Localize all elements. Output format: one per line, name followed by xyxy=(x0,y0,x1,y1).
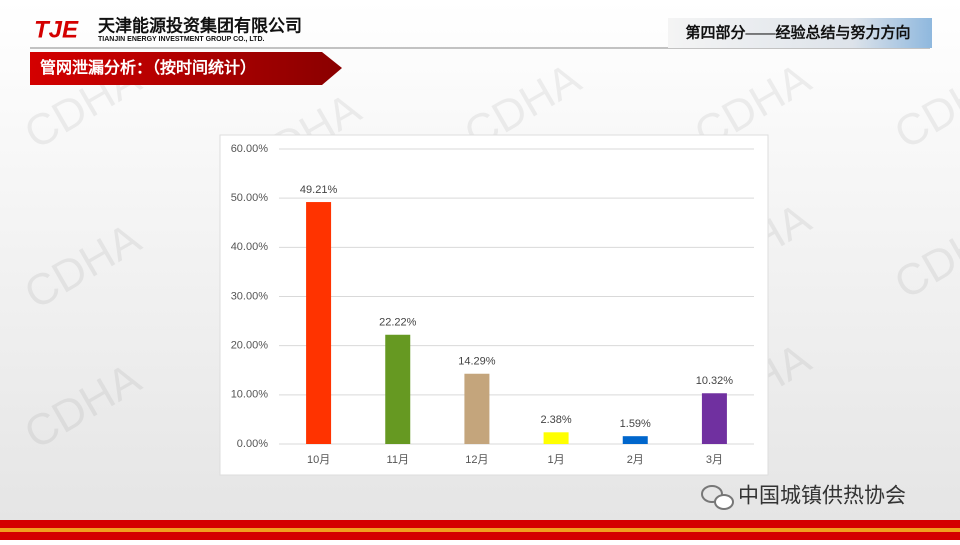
banner-shape xyxy=(30,52,342,85)
x-tick-label: 12月 xyxy=(465,454,488,466)
x-tick-label: 11月 xyxy=(387,454,409,466)
wechat-icon xyxy=(701,485,734,510)
y-tick-label: 30.00% xyxy=(231,290,269,302)
section-title: 第四部分——经验总结与努力方向 xyxy=(685,23,910,41)
bottom-stripe-accent xyxy=(0,528,960,532)
y-tick-label: 50.00% xyxy=(231,192,269,204)
value-label: 22.22% xyxy=(379,317,417,329)
x-tick-label: 2月 xyxy=(627,454,644,466)
x-tick-label: 10月 xyxy=(307,454,330,466)
value-label: 1.59% xyxy=(620,418,651,430)
value-label: 10.32% xyxy=(696,375,734,387)
bar xyxy=(701,393,727,444)
bar xyxy=(306,202,332,444)
y-tick-label: 0.00% xyxy=(237,438,268,450)
y-tick-label: 60.00% xyxy=(231,143,269,155)
bar xyxy=(385,334,411,444)
bar xyxy=(464,373,490,444)
company-cn: 天津能源投资集团有限公司 xyxy=(98,15,302,35)
x-tick-label: 3月 xyxy=(706,454,723,466)
y-tick-label: 10.00% xyxy=(231,389,269,401)
bar xyxy=(543,432,569,444)
company-en: TIANJIN ENERGY INVESTMENT GROUP CO., LTD… xyxy=(98,36,265,43)
y-tick-label: 20.00% xyxy=(231,340,269,352)
x-tick-label: 1月 xyxy=(548,454,565,466)
value-label: 14.29% xyxy=(458,356,496,368)
value-label: 2.38% xyxy=(540,414,571,426)
footer-text: 中国城镇供热协会 xyxy=(738,485,906,508)
logo: TJE xyxy=(34,16,79,43)
chart: 0.00% 10.00% 20.00% 30.00% 40.00% 50.00% 60.00… xyxy=(231,143,754,466)
y-tick-label: 40.00% xyxy=(231,241,269,253)
value-label: 49.21% xyxy=(300,184,338,196)
banner-title: 管网泄漏分析：（按时间统计） xyxy=(40,58,256,77)
bar xyxy=(622,436,648,444)
section-box xyxy=(668,18,932,48)
